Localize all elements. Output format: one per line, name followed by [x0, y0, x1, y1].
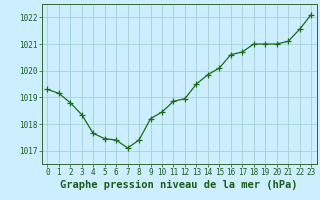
X-axis label: Graphe pression niveau de la mer (hPa): Graphe pression niveau de la mer (hPa) [60, 180, 298, 190]
